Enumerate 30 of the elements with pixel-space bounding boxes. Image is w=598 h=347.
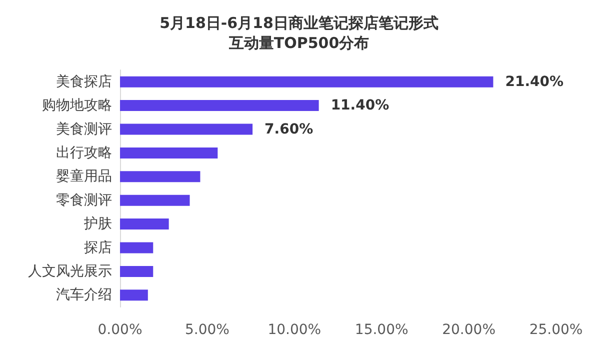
y-tick-label: 美食测评 [56,121,112,138]
y-tick-label: 护肤 [83,216,112,232]
bar [120,171,200,182]
bar [120,147,218,158]
bar [120,194,190,206]
data-label: 21.40% [505,74,564,90]
bar [120,100,319,112]
bar [120,124,253,135]
y-tick-label: 人文风光展示 [28,263,112,280]
y-tick-label: 零食测评 [56,192,112,208]
y-tick-label: 出行攻略 [56,144,112,161]
x-tick-label: 25.00% [529,322,583,338]
bar [120,242,154,254]
bar [120,266,154,277]
bar [120,76,494,88]
bar [120,218,169,230]
data-label: 7.60% [264,121,314,138]
x-tick-label: 15.00% [354,322,408,338]
x-tick-label: 5.00% [184,322,230,338]
y-tick-label: 婴童用品 [56,168,112,185]
y-tick-label: 美食探店 [56,74,112,90]
bar [120,290,148,301]
x-tick-label: 10.00% [268,322,322,338]
y-tick-label: 购物地攻略 [42,98,112,114]
x-tick-label: 0.00% [98,322,142,338]
chart-title: 5月18日-6月18日商业笔记探店笔记形式互动量TOP500分布 [160,14,438,52]
y-tick-label: 汽车介绍 [56,287,112,304]
y-tick-label: 探店 [84,240,112,256]
x-tick-label: 20.00% [442,322,496,338]
data-label: 11.40% [330,98,390,114]
